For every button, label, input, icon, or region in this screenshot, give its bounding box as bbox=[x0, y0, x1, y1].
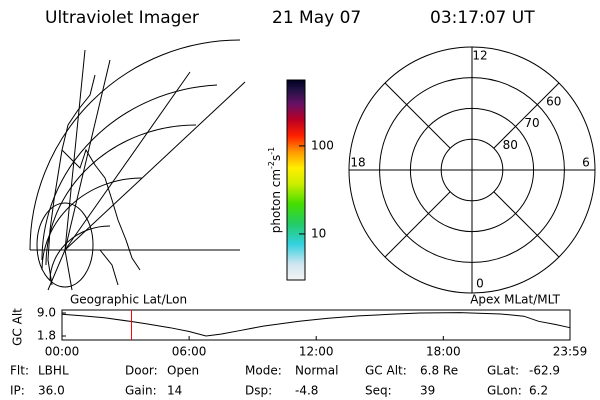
field-label: GLat: bbox=[487, 364, 519, 378]
title: Ultraviolet Imager bbox=[45, 8, 199, 28]
field-value: 36.0 bbox=[38, 384, 65, 398]
field-value: 39 bbox=[420, 384, 435, 398]
time: 03:17:07 UT bbox=[430, 8, 535, 28]
date: 21 May 07 bbox=[272, 8, 361, 28]
mlt-label: 18 bbox=[350, 156, 365, 170]
altitude-plot: GC Alt Geographic Lat/Lon Apex MLat/MLT 9.0… bbox=[11, 293, 588, 359]
mlt-diagonal bbox=[493, 82, 560, 149]
y-tick-label: 9.0 bbox=[37, 306, 56, 320]
mlt-label: 0 bbox=[476, 277, 484, 291]
field-value: 6.2 bbox=[529, 384, 548, 398]
mlt-diagonal bbox=[493, 191, 560, 258]
colorbar: photon cm-2s-1 10 100 bbox=[267, 79, 334, 281]
mlt-label: 12 bbox=[472, 49, 487, 63]
exponent: -1 bbox=[267, 147, 276, 155]
field-label: Flt: bbox=[10, 364, 29, 378]
field-value: LBHL bbox=[38, 364, 69, 378]
field-label: GLon: bbox=[487, 384, 522, 398]
field-label: Door: bbox=[125, 364, 158, 378]
field-label: Gain: bbox=[125, 384, 157, 398]
field-label: IP: bbox=[10, 384, 25, 398]
header: Ultraviolet Imager 21 May 07 03:17:07 UT bbox=[45, 8, 535, 28]
y-axis-label: GC Alt bbox=[11, 308, 25, 346]
lat-label: 80 bbox=[503, 138, 518, 152]
plot-frame bbox=[61, 309, 571, 341]
field-value: -4.8 bbox=[295, 384, 318, 398]
mlt-label: 6 bbox=[582, 156, 590, 170]
field-value: Normal bbox=[295, 364, 338, 378]
x-tick-label: 12:00 bbox=[299, 345, 334, 359]
field-label: GC Alt: bbox=[365, 364, 407, 378]
x-tick-label: 06:00 bbox=[172, 345, 207, 359]
geographic-map bbox=[29, 39, 246, 291]
colorbar-tick-label: 100 bbox=[311, 138, 334, 152]
x-tick-label: 23:59 bbox=[553, 345, 588, 359]
lat-label: 70 bbox=[524, 116, 539, 130]
field-label: Mode: bbox=[245, 364, 282, 378]
exponent: -2 bbox=[267, 161, 276, 169]
field-value: Open bbox=[167, 364, 199, 378]
x-tick-label: 00:00 bbox=[45, 345, 80, 359]
field-value: 6.8 Re bbox=[420, 364, 458, 378]
map-label: Apex MLat/MLT bbox=[470, 293, 560, 307]
mlt-diagonal bbox=[384, 82, 451, 149]
field-label: Seq: bbox=[365, 384, 392, 398]
y-tick-label: 1.8 bbox=[37, 329, 56, 343]
unit: s bbox=[269, 155, 283, 161]
field-label: Dsp: bbox=[245, 384, 272, 398]
colorbar-tick-label: 10 bbox=[311, 226, 326, 240]
colorbar-scale bbox=[286, 79, 306, 281]
colorbar-label: photon cm-2s-1 bbox=[267, 147, 283, 234]
mlt-diagonal bbox=[384, 191, 451, 258]
unit: photon cm bbox=[269, 169, 283, 233]
field-value: 14 bbox=[167, 384, 182, 398]
x-tick-label: 18:00 bbox=[426, 345, 461, 359]
footer: Flt: LBHL Door: Open Mode: Normal GC Alt: 6.8 R… bbox=[10, 364, 560, 398]
altitude-line bbox=[61, 312, 571, 337]
map-label: Geographic Lat/Lon bbox=[70, 293, 187, 307]
field-value: -62.9 bbox=[529, 364, 560, 378]
lat-label: 60 bbox=[546, 94, 561, 108]
